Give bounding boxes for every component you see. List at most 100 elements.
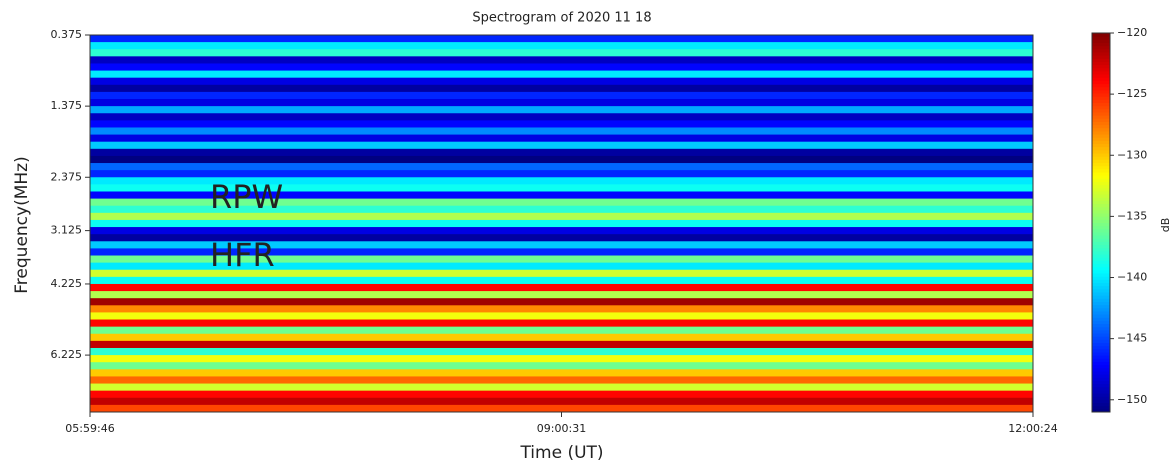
colorbar-segment bbox=[1092, 216, 1110, 220]
heatmap-cell bbox=[90, 56, 1033, 64]
colorbar-segment bbox=[1092, 358, 1110, 362]
heatmap-cell bbox=[90, 369, 1033, 377]
heatmap-cell bbox=[90, 355, 1033, 363]
colorbar-segment bbox=[1092, 96, 1110, 100]
heatmap-cell bbox=[90, 276, 1033, 285]
colorbar-tick-label: −130 bbox=[1117, 148, 1147, 161]
colorbar-segment bbox=[1092, 213, 1110, 217]
colorbar-segment bbox=[1092, 102, 1110, 107]
colorbar-segment bbox=[1092, 367, 1110, 372]
heatmap-cell bbox=[90, 340, 1033, 349]
colorbar-tick-label: −125 bbox=[1117, 87, 1147, 100]
colorbar-tick-label: −150 bbox=[1117, 393, 1147, 406]
y-tick-label: 1.375 bbox=[51, 99, 83, 112]
colorbar-segment bbox=[1092, 225, 1110, 230]
colorbar-segment bbox=[1092, 74, 1110, 78]
heatmap-cell bbox=[90, 63, 1033, 72]
colorbar-segment bbox=[1092, 279, 1110, 284]
colorbar-segment bbox=[1092, 45, 1110, 50]
colorbar-segment bbox=[1092, 269, 1110, 274]
colorbar-segment bbox=[1092, 273, 1110, 277]
colorbar-segment bbox=[1092, 55, 1110, 59]
colorbar-segment bbox=[1092, 187, 1110, 192]
colorbar-segment bbox=[1092, 127, 1110, 132]
colorbar-segment bbox=[1092, 320, 1110, 325]
colorbar-segment bbox=[1092, 254, 1110, 258]
colorbar-segment bbox=[1092, 380, 1110, 385]
colorbar-segment bbox=[1092, 310, 1110, 315]
colorbar-segment bbox=[1092, 124, 1110, 129]
heatmap-cell bbox=[90, 163, 1033, 171]
heatmap-cell bbox=[90, 255, 1033, 264]
y-tick-label: 6.225 bbox=[51, 348, 83, 361]
heatmap-cell bbox=[90, 305, 1033, 313]
colorbar-segment bbox=[1092, 108, 1110, 113]
colorbar-segment bbox=[1092, 143, 1110, 148]
colorbar-segment bbox=[1092, 231, 1110, 236]
colorbar-tick-label: −140 bbox=[1117, 271, 1147, 284]
colorbar-segment bbox=[1092, 402, 1110, 407]
colorbar-segment bbox=[1092, 33, 1110, 37]
colorbar-segment bbox=[1092, 298, 1110, 302]
heatmap-cell bbox=[90, 347, 1033, 356]
colorbar-segment bbox=[1092, 162, 1110, 167]
y-tick-label: 0.375 bbox=[51, 28, 83, 41]
heatmap-cell bbox=[90, 120, 1033, 128]
y-axis-label: Frequency(MHz) bbox=[12, 156, 32, 293]
heatmap-cell bbox=[90, 262, 1033, 271]
colorbar-segment bbox=[1092, 194, 1110, 198]
colorbar-segment bbox=[1092, 247, 1110, 252]
colorbar-segment bbox=[1092, 89, 1110, 94]
heatmap-cell bbox=[90, 291, 1033, 299]
colorbar-segment bbox=[1092, 304, 1110, 309]
colorbar-segment bbox=[1092, 83, 1110, 88]
heatmap-cell bbox=[90, 91, 1033, 100]
colorbar-segment bbox=[1092, 130, 1110, 135]
colorbar-segment bbox=[1092, 329, 1110, 334]
colorbar-segment bbox=[1092, 67, 1110, 72]
heatmap-cell bbox=[90, 397, 1033, 406]
y-tick-label: 3.125 bbox=[51, 224, 83, 237]
colorbar-segment bbox=[1092, 77, 1110, 81]
colorbar-segment bbox=[1092, 181, 1110, 186]
colorbar-segment bbox=[1092, 206, 1110, 211]
heatmap-cell bbox=[90, 212, 1033, 221]
colorbar-segment bbox=[1092, 171, 1110, 176]
heatmap-cell bbox=[90, 42, 1033, 50]
heatmap-cell bbox=[90, 390, 1033, 399]
colorbar-segment bbox=[1092, 80, 1110, 85]
heatmap-cell bbox=[90, 99, 1033, 107]
heatmap-cell bbox=[90, 219, 1033, 228]
heatmap-cell bbox=[90, 141, 1033, 150]
colorbar-segment bbox=[1092, 291, 1110, 296]
colorbar-segment bbox=[1092, 64, 1110, 69]
colorbar-segment bbox=[1092, 146, 1110, 151]
heatmap-cell bbox=[90, 113, 1033, 121]
colorbar-segment bbox=[1092, 209, 1110, 214]
colorbar-segment bbox=[1092, 250, 1110, 255]
colorbar-segment bbox=[1092, 241, 1110, 246]
heatmap-cell bbox=[90, 106, 1033, 114]
heatmap-cell bbox=[90, 227, 1033, 235]
colorbar-segment bbox=[1092, 364, 1110, 369]
x-tick-label: 12:00:24 bbox=[1008, 422, 1057, 435]
heatmap-cell bbox=[90, 248, 1033, 257]
heatmap-cell bbox=[90, 148, 1033, 157]
heatmap-cell bbox=[90, 404, 1033, 413]
colorbar-segment bbox=[1092, 36, 1110, 40]
colorbar-segment bbox=[1092, 386, 1110, 391]
heatmap-cell bbox=[90, 312, 1033, 321]
colorbar-segment bbox=[1092, 405, 1110, 410]
heatmap-cell bbox=[90, 35, 1033, 43]
heatmap-cell bbox=[90, 283, 1033, 292]
x-tick-label: 05:59:46 bbox=[65, 422, 114, 435]
x-axis-label: Time (UT) bbox=[519, 443, 603, 463]
colorbar-segment bbox=[1092, 266, 1110, 271]
colorbar-segment bbox=[1092, 361, 1110, 366]
colorbar-segment bbox=[1092, 317, 1110, 321]
colorbar-segment bbox=[1092, 149, 1110, 154]
heatmap-cell bbox=[90, 84, 1033, 93]
colorbar-segment bbox=[1092, 307, 1110, 312]
colorbar-segment bbox=[1092, 257, 1110, 261]
colorbar-segment bbox=[1092, 374, 1110, 378]
